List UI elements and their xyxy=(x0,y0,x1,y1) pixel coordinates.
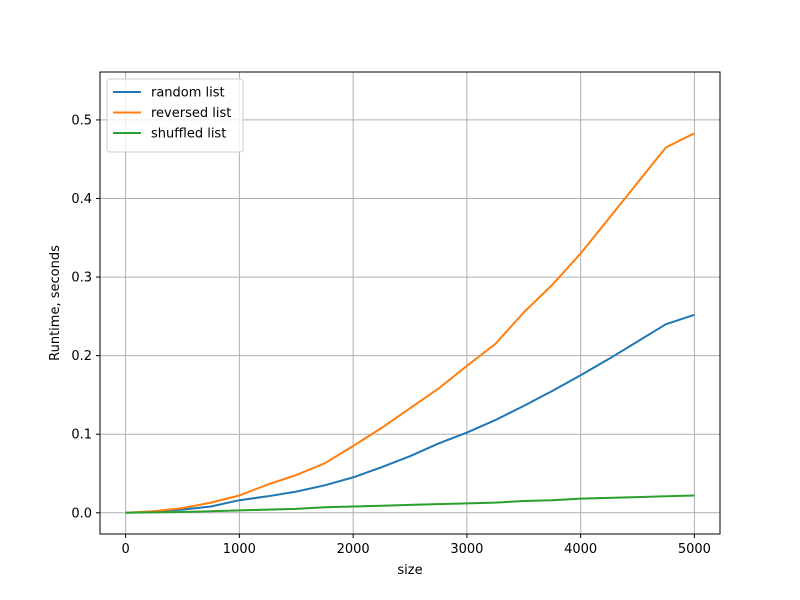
series-line-reversed-list xyxy=(125,132,695,514)
series-line-shuffled-list xyxy=(125,494,695,514)
x-tick-label: 4000 xyxy=(564,542,597,557)
x-tick-label: 5000 xyxy=(678,542,711,557)
y-tick-label: 0.2 xyxy=(71,349,92,364)
x-tick-label: 2000 xyxy=(337,542,370,557)
y-tick-label: 0.1 xyxy=(71,428,92,443)
plot-series xyxy=(125,132,695,514)
y-tick-label: 0.4 xyxy=(71,192,92,207)
legend-label-shuffled-list: shuffled list xyxy=(151,127,226,142)
legend-label-reversed-list: reversed list xyxy=(151,106,231,121)
series-line-random-list xyxy=(125,313,695,514)
grid-lines xyxy=(100,72,720,534)
legend-label-random-list: random list xyxy=(151,86,225,101)
x-tick-label: 0 xyxy=(121,542,129,557)
y-tick-label: 0.3 xyxy=(71,271,92,286)
legend: random list reversed list shuffled list xyxy=(106,78,244,153)
x-tick-label: 1000 xyxy=(223,542,256,557)
plot-frame xyxy=(99,71,721,535)
y-axis-ticks: 0.0 0.1 0.2 0.3 0.4 0.5 xyxy=(71,113,100,521)
x-tick-label: 3000 xyxy=(450,542,483,557)
x-axis-ticks: 0 1000 2000 3000 4000 5000 xyxy=(121,534,711,557)
y-axis-label: Runtime, seconds xyxy=(48,245,63,361)
x-axis-label: size xyxy=(397,563,422,578)
y-tick-label: 0.0 xyxy=(71,506,92,521)
y-tick-label: 0.5 xyxy=(71,113,92,128)
